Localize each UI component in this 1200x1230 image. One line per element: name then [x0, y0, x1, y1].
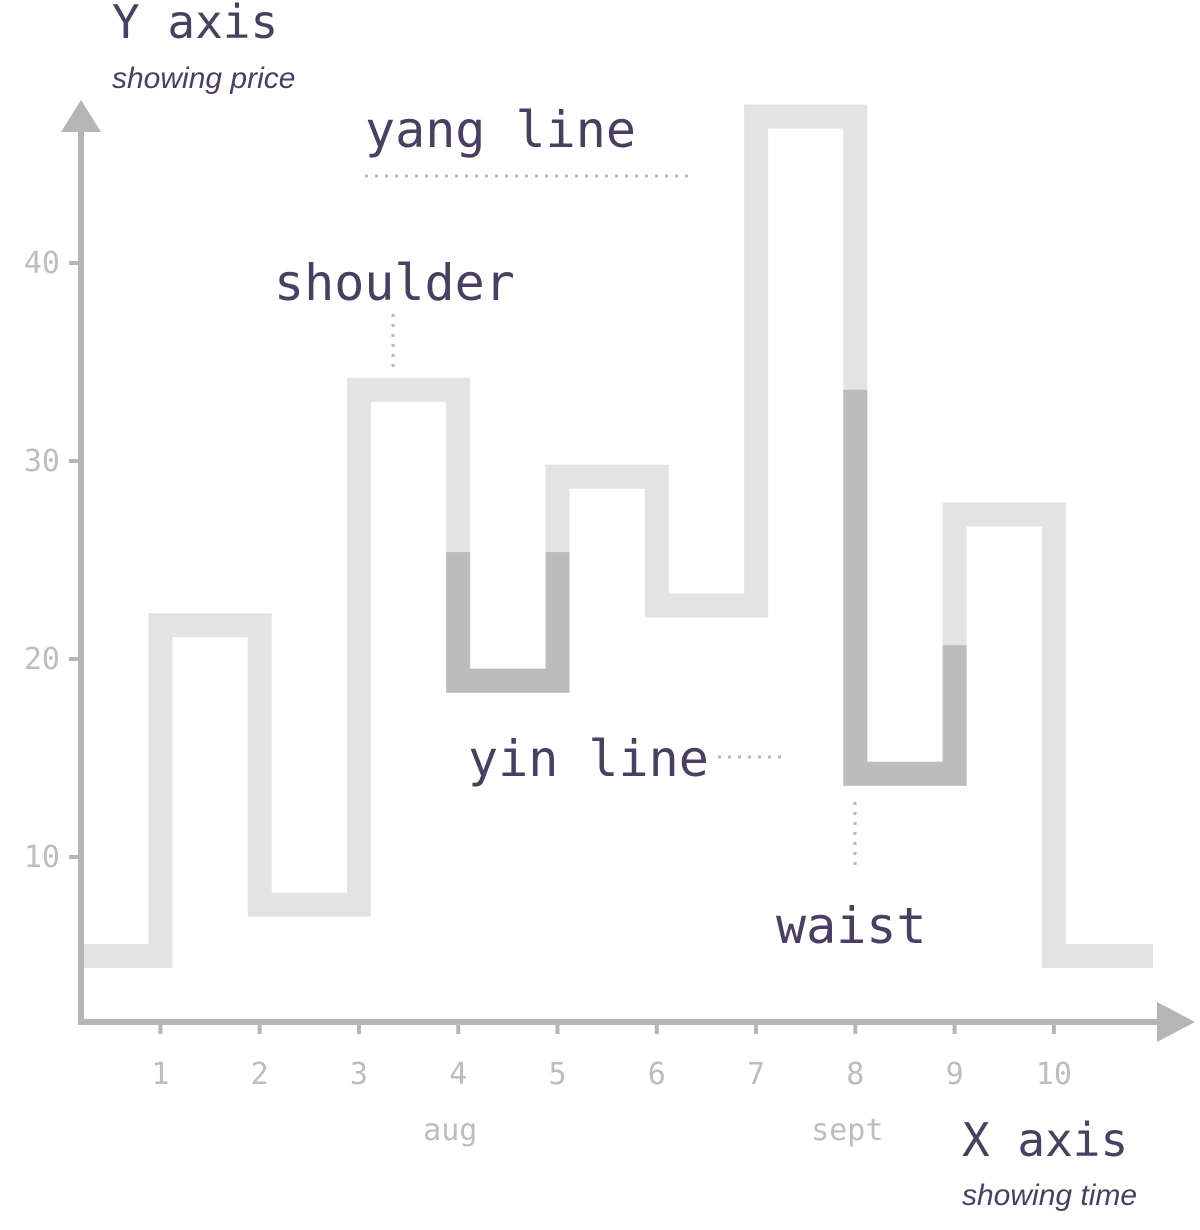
x-axis-arrow	[1157, 1002, 1195, 1042]
x-tick-label-6: 6	[648, 1057, 666, 1092]
x-tick-label-9: 9	[946, 1057, 964, 1092]
month-label-aug: aug	[423, 1113, 477, 1148]
x-axis-title: X axis	[962, 1113, 1128, 1167]
yin-line-annotation: yin line	[468, 730, 709, 788]
yin-segment-2	[843, 389, 967, 786]
x-tick-label-5: 5	[548, 1057, 566, 1092]
y-axis-arrow	[61, 100, 101, 132]
shoulder-annotation: shoulder	[274, 254, 515, 312]
x-axis-subtitle: showing time	[962, 1179, 1137, 1212]
yang-line-path	[81, 104, 1154, 968]
yin-segment-1	[446, 552, 570, 693]
x-tick-label-3: 3	[350, 1057, 368, 1092]
chart-axes	[61, 100, 1195, 1042]
y-axis-subtitle: showing price	[112, 62, 295, 95]
y-tick-labels: 10 20 30 40	[24, 246, 81, 875]
yin-line-series	[446, 389, 967, 786]
y-tick-label-40: 40	[24, 246, 60, 281]
waist-annotation: waist	[776, 897, 927, 955]
x-tick-label-8: 8	[846, 1057, 864, 1092]
month-labels: aug sept	[423, 1113, 883, 1148]
x-tick-label-2: 2	[251, 1057, 269, 1092]
y-axis-title: Y axis	[112, 0, 278, 49]
x-tick-labels: 1 2 3 4 5 6 7 8 9 10	[151, 1022, 1072, 1092]
y-tick-label-30: 30	[24, 444, 60, 479]
yang-line-series	[81, 104, 1154, 968]
x-tick-label-10: 10	[1036, 1057, 1072, 1092]
month-label-sept: sept	[811, 1113, 883, 1148]
x-tick-label-4: 4	[449, 1057, 467, 1092]
y-tick-label-10: 10	[24, 840, 60, 875]
y-tick-label-20: 20	[24, 642, 60, 677]
x-tick-label-1: 1	[151, 1057, 169, 1092]
yang-line-annotation: yang line	[365, 101, 636, 159]
x-tick-label-7: 7	[747, 1057, 765, 1092]
